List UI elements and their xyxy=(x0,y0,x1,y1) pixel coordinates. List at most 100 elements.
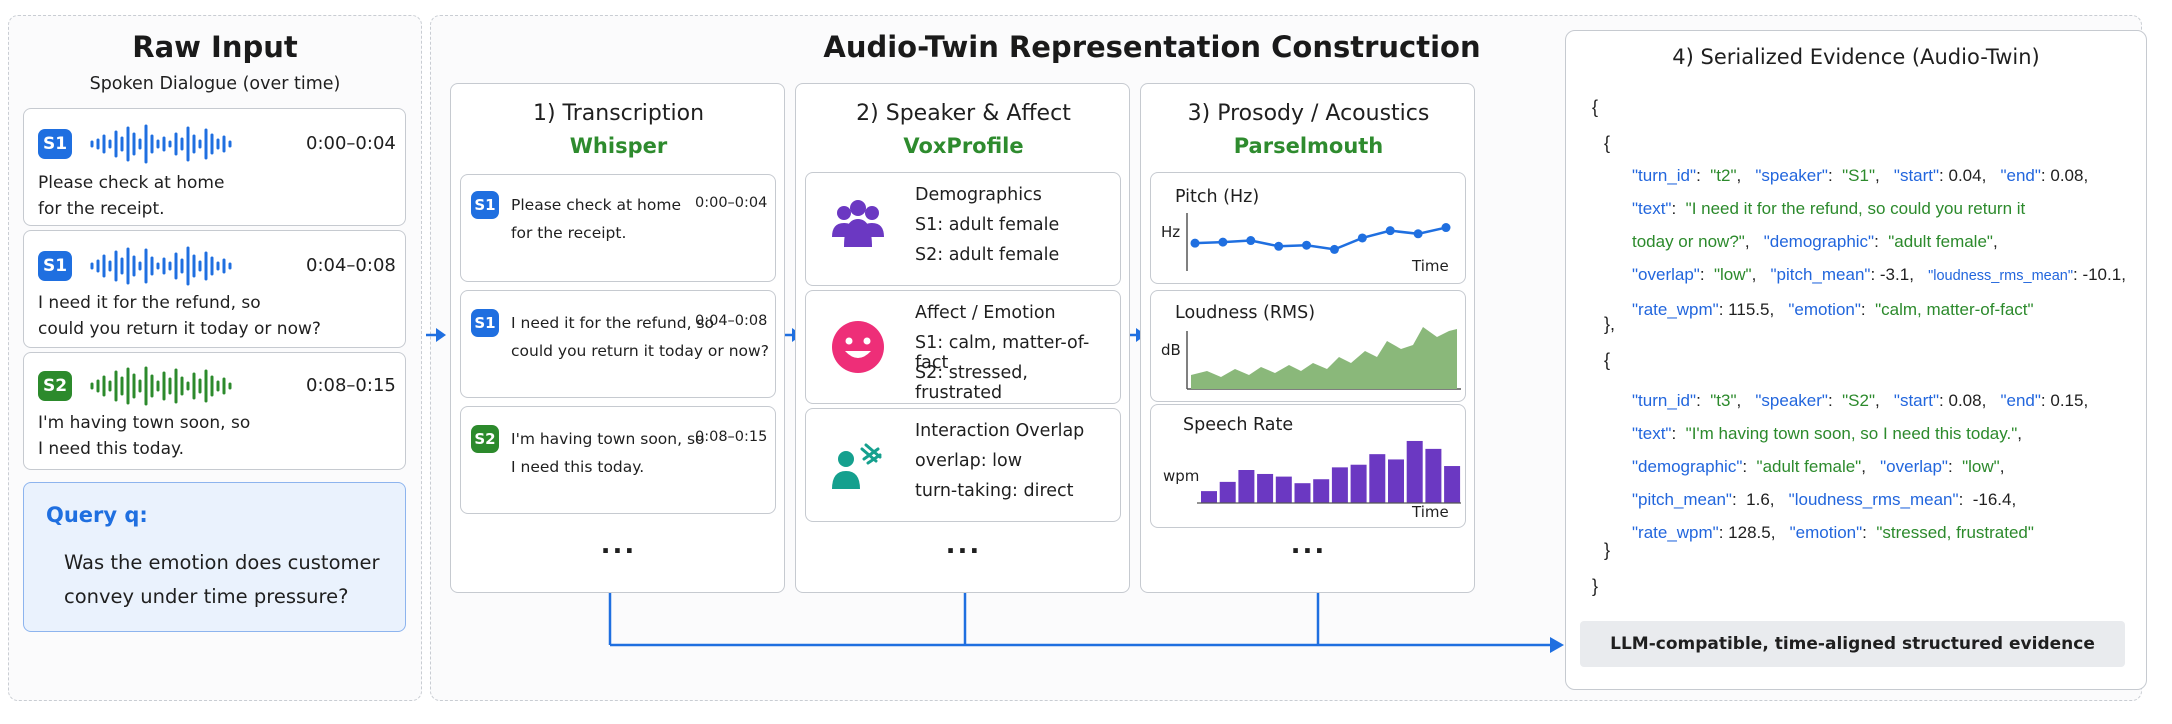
speech-rate-bar-chart xyxy=(1197,440,1461,504)
transcription-column: 1) Transcription Whisper S1 Please check… xyxy=(450,83,785,593)
affect-line2: S2: stressed, frustrated xyxy=(915,363,1028,403)
json-token: "rate_wpm" xyxy=(1632,300,1719,319)
loudness-chart-card[interactable]: Loudness (RMS) dB Time xyxy=(1150,290,1466,402)
json-token: "low" xyxy=(1962,457,2000,476)
demographics-title: Demographics xyxy=(915,185,1042,205)
raw-turn-card[interactable]: S1 0:00–0:04 Please check at home for th… xyxy=(23,108,406,226)
json-token: : xyxy=(1874,232,1889,251)
turn-text-line1: Please check at home xyxy=(511,196,681,214)
speech-rate-bar xyxy=(1257,473,1274,503)
json-object-t3: "turn_id": "t3", "speaker": "S2", "start… xyxy=(1632,384,2088,549)
pitch-point xyxy=(1385,226,1395,236)
json-token: "start" xyxy=(1893,166,1940,185)
json-token: "text" xyxy=(1632,424,1672,443)
raw-turn-card[interactable]: S2 0:08–0:15 I'm having town soon, so I … xyxy=(23,352,406,470)
json-token: "I'm having town soon, so I need this to… xyxy=(1685,424,2018,443)
json-token: "loudness_rms_mean" xyxy=(1788,490,1959,509)
json-line: "text": "I need it for the refund, so co… xyxy=(1632,192,2126,225)
speaker-affect-title: 2) Speaker & Affect xyxy=(856,101,1071,126)
merge-connector xyxy=(608,593,1564,653)
pitch-chart-card[interactable]: Pitch (Hz) Hz Time xyxy=(1150,172,1466,284)
json-token: "speaker" xyxy=(1755,391,1828,410)
json-line: "text": "I'm having town soon, so I need… xyxy=(1632,417,2088,450)
json-token: today or now?" xyxy=(1632,232,1745,251)
speech-rate-title: Speech Rate xyxy=(1183,415,1294,435)
query-box[interactable]: Query q: Was the emotion does customer c… xyxy=(23,482,406,632)
speaker-affect-tool: VoxProfile xyxy=(903,134,1024,158)
json-object-t2: "turn_id": "t2", "speaker": "S1", "start… xyxy=(1632,159,2126,326)
json-token: : 0.15, xyxy=(2040,391,2089,410)
pitch-y-label: Hz xyxy=(1161,223,1181,241)
speech-rate-bar xyxy=(1201,491,1217,503)
overlap-line1: overlap: low xyxy=(915,451,1023,471)
json-token: : -10.1, xyxy=(2073,265,2126,284)
json-obj-open: { xyxy=(1604,133,1611,153)
evidence-footer: LLM-compatible, time-aligned structured … xyxy=(1580,621,2125,667)
turn-text-line1: I need it for the refund, so xyxy=(511,314,714,332)
speech-rate-bar xyxy=(1425,448,1442,503)
json-token: , xyxy=(1751,265,1771,284)
json-token: : xyxy=(1671,199,1686,218)
turn-text-line1: I'm having town soon, so xyxy=(511,430,705,448)
speech-rate-bar xyxy=(1350,464,1367,503)
turn-text-line2: I need this today. xyxy=(511,458,645,476)
json-token: "emotion" xyxy=(1788,300,1861,319)
json-token: "overlap" xyxy=(1880,457,1948,476)
pitch-point xyxy=(1413,229,1423,239)
transcript-turn-card[interactable]: S1 Please check at home for the receipt.… xyxy=(460,174,776,282)
turn-text-line2: for the receipt. xyxy=(511,224,627,242)
raw-turn-card[interactable]: S1 0:04–0:08 I need it for the refund, s… xyxy=(23,230,406,348)
json-token: , xyxy=(1736,391,1756,410)
json-token: "pitch_mean" xyxy=(1632,490,1732,509)
affect-line1: S1: calm, matter-of-fact xyxy=(915,333,1090,373)
pitch-point xyxy=(1441,223,1451,233)
speech-rate-chart-card[interactable]: Speech Rate wpm Time xyxy=(1150,404,1466,528)
json-line: today or now?", "demographic": "adult fe… xyxy=(1632,225,2126,258)
speaker-badge: S1 xyxy=(38,251,72,281)
json-token: "adult female" xyxy=(1756,457,1862,476)
speaker-badge: S2 xyxy=(471,425,499,453)
json-brace-close: } xyxy=(1592,576,1599,596)
speech-rate-bar xyxy=(1275,476,1292,503)
loudness-chart-title: Loudness (RMS) xyxy=(1175,303,1316,323)
speech-rate-bar xyxy=(1388,459,1404,503)
pitch-x-label: Time xyxy=(1412,257,1449,275)
json-token: , xyxy=(1744,232,1764,251)
turn-time: 0:00–0:04 xyxy=(306,133,396,154)
more-ellipsis: ... xyxy=(600,530,637,560)
json-token: "S2" xyxy=(1842,391,1875,410)
speech-rate-bar xyxy=(1313,479,1330,503)
turn-text-line2: I need this today. xyxy=(38,439,185,459)
pitch-chart-title: Pitch (Hz) xyxy=(1175,187,1260,207)
turn-text-line1: I need it for the refund, so xyxy=(38,293,261,313)
overlap-title: Interaction Overlap xyxy=(915,421,1085,441)
affect-card[interactable]: Affect / Emotion S1: calm, matter-of-fac… xyxy=(805,290,1121,404)
json-token: "stressed, frustrated" xyxy=(1876,523,2034,542)
construction-title: Audio-Twin Representation Construction xyxy=(823,30,1481,64)
waveform-icon xyxy=(90,366,232,406)
json-token: , xyxy=(1992,232,1998,251)
speech-rate-bar xyxy=(1238,470,1255,503)
raw-input-title: Raw Input xyxy=(132,30,298,64)
json-token: "t3" xyxy=(1710,391,1737,410)
smiley-face-icon xyxy=(832,321,884,373)
json-token: , xyxy=(1875,391,1894,410)
json-token: : 1.6, xyxy=(1731,490,1789,509)
json-token: : 115.5, xyxy=(1718,300,1789,319)
speech-rate-bar xyxy=(1406,440,1423,503)
demographics-card[interactable]: Demographics S1: adult female S2: adult … xyxy=(805,172,1121,286)
prosody-tool: Parselmouth xyxy=(1233,134,1384,158)
json-line: "rate_wpm": 128.5, "emotion": "stressed,… xyxy=(1632,516,2088,549)
turn-time: 0:08–0:15 xyxy=(695,429,768,445)
json-token: : 0.04, xyxy=(1939,166,2001,185)
transcript-turn-card[interactable]: S2 I'm having town soon, so I need this … xyxy=(460,406,776,514)
json-token: "emotion" xyxy=(1789,523,1863,542)
json-token: "speaker" xyxy=(1755,166,1828,185)
overlap-line2: turn-taking: direct xyxy=(915,481,1074,501)
transcript-turn-card[interactable]: S1 I need it for the refund, so could yo… xyxy=(460,290,776,398)
overlap-card[interactable]: Interaction Overlap overlap: low turn-ta… xyxy=(805,408,1121,522)
json-line: "turn_id": "t3", "speaker": "S2", "start… xyxy=(1632,384,2088,417)
demographics-line1: S1: adult female xyxy=(915,215,1060,235)
json-token: "end" xyxy=(2000,166,2041,185)
pitch-point xyxy=(1190,238,1200,248)
